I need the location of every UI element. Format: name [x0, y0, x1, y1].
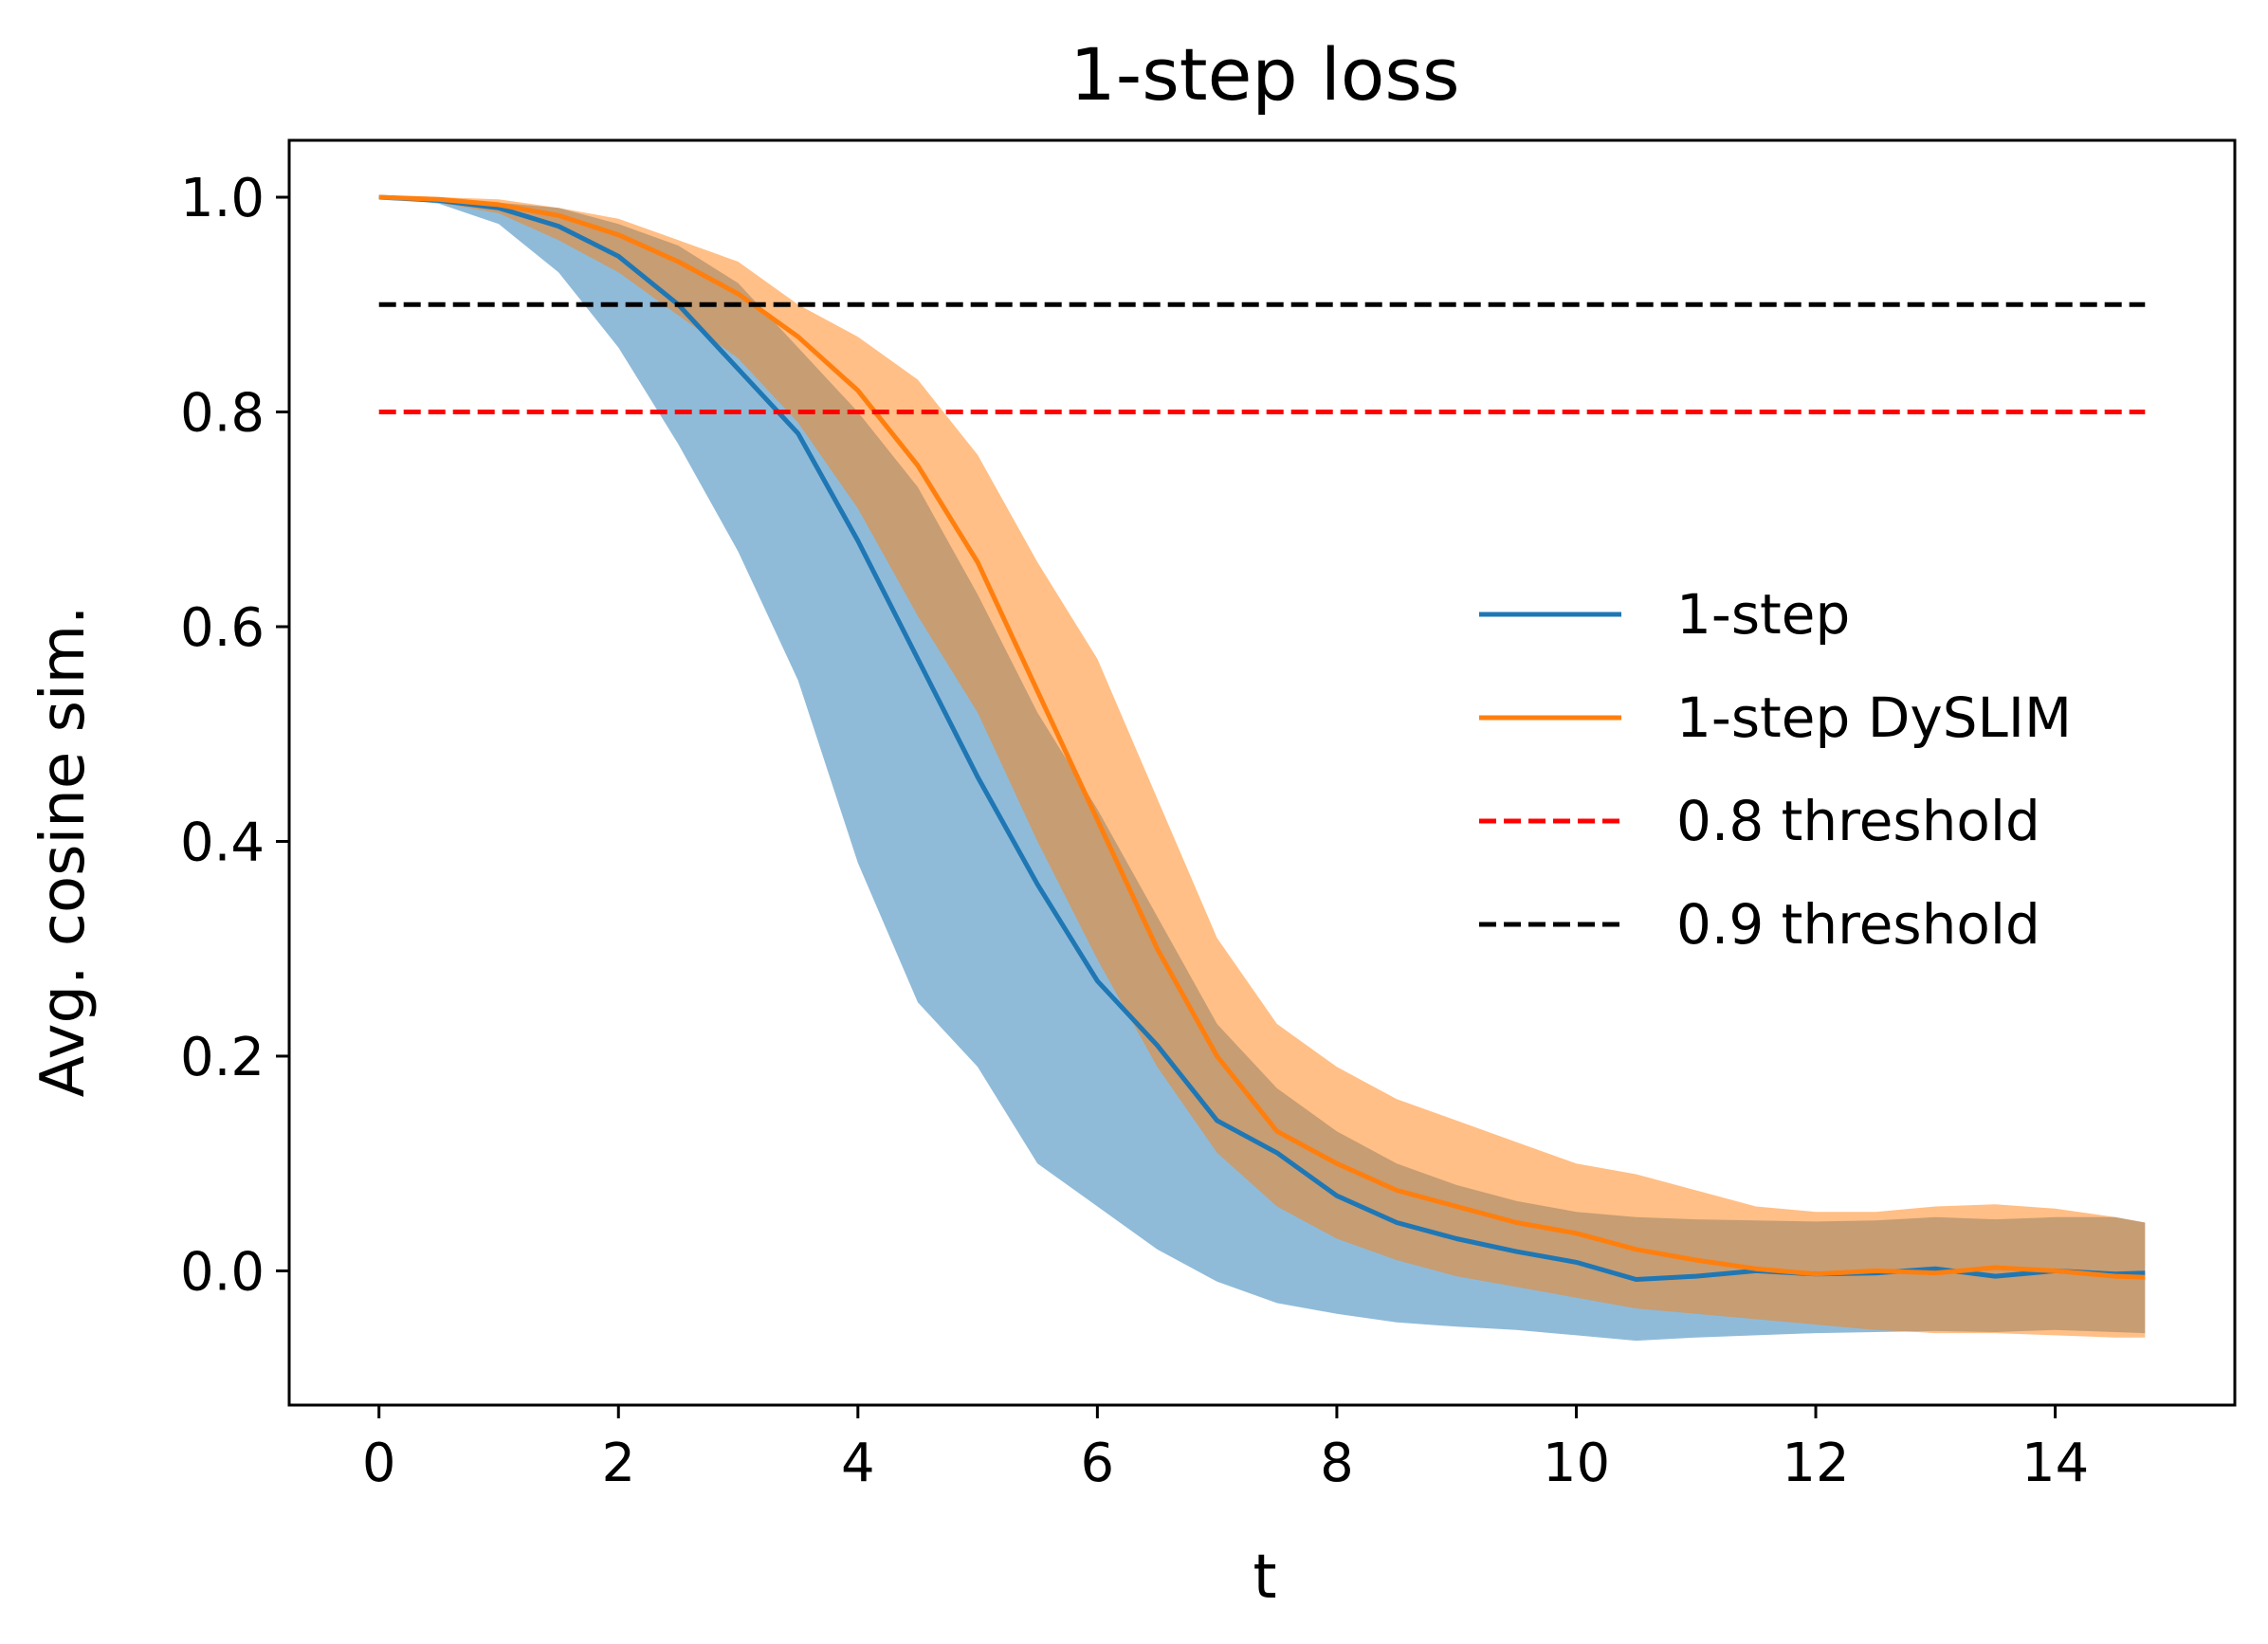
- y-tick-label: 0.4: [180, 812, 265, 873]
- 1-step-dyslim-line: [378, 194, 2146, 1280]
- legend-label-1-step: 1-step: [1676, 582, 1850, 647]
- legend-label-0-9-threshold: 0.9 threshold: [1676, 892, 2040, 957]
- x-tick-label: 4: [841, 1433, 875, 1494]
- y-tick-label: 0.0: [180, 1241, 265, 1303]
- x-tick-label: 2: [601, 1433, 635, 1494]
- x-tick-label: 14: [2021, 1433, 2089, 1494]
- x-tick-label: 0: [362, 1433, 396, 1494]
- chart-title: 1-step loss: [1070, 32, 1459, 117]
- x-tick-label: 12: [1782, 1433, 1849, 1494]
- y-tick-label: 0.8: [180, 383, 265, 445]
- legend: 1-step 1-step DySLIM 0.8 threshold 0.9 thre…: [1479, 582, 2072, 957]
- plot-frame: [287, 138, 2237, 1407]
- x-tick-label: 6: [1081, 1433, 1115, 1494]
- y-tick-label: 0.2: [180, 1027, 265, 1088]
- x-tick-label: 10: [1543, 1433, 1610, 1494]
- axes: 0 2 4 6 8 10 12 14 0.0 0.2 0.4 0.6 0.8 1.0: [180, 138, 2237, 1494]
- 1-step-band: [378, 197, 2146, 1342]
- legend-label-0-8-threshold: 0.8 threshold: [1676, 789, 2040, 853]
- y-tick-label: 0.6: [180, 597, 265, 659]
- x-tick-label: 8: [1320, 1433, 1354, 1494]
- legend-label-1-step-dyslim: 1-step DySLIM: [1676, 685, 2072, 750]
- y-axis-label: Avg. cosine sim.: [28, 606, 99, 1098]
- x-axis-label: t: [1253, 1543, 1276, 1613]
- y-tick-label: 1.0: [180, 168, 265, 229]
- series-lines: [378, 194, 2146, 1282]
